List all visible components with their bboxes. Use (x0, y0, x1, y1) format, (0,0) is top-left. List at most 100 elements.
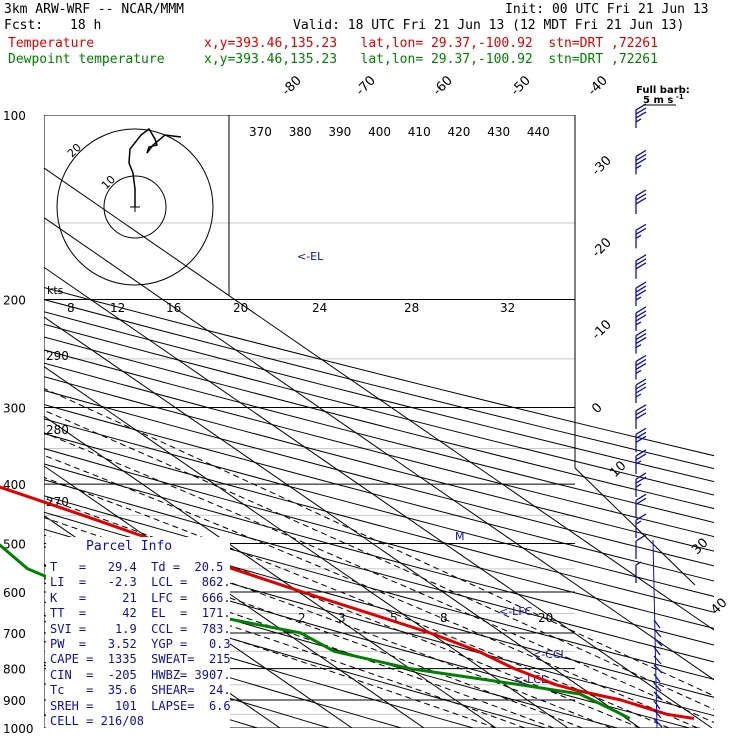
wind-barb-half (635, 344, 642, 349)
wind-barb (635, 449, 647, 474)
hodograph-speed-label: 32 (500, 301, 515, 315)
dry-adiabat-460 (44, 311, 714, 483)
wind-barb-flag (635, 386, 647, 394)
hodograph-speed-label: 24 (312, 301, 327, 315)
wind-barb (635, 561, 642, 583)
wind-barb-flag (635, 254, 647, 262)
dry-adiabat-360 (44, 448, 714, 629)
theta-e-label: 410 (408, 125, 431, 139)
wind-barb-flag (635, 408, 647, 416)
wind-barb-flag (635, 262, 647, 270)
wind-barb-flag (635, 431, 647, 439)
wind-barb-flag (635, 281, 647, 289)
wind-barb-flag (635, 153, 647, 161)
parcel-row: SREH = 101 LAPSE= 6.6 (50, 699, 231, 713)
forecast-label: Fcst: (4, 18, 44, 33)
wind-barb-half (635, 369, 642, 374)
theta-e-label: 390 (328, 125, 351, 139)
pressure-label-200: 200 (3, 294, 26, 308)
dry-adiabat-340 (44, 479, 714, 663)
wind-barb-flag (635, 258, 647, 266)
dry-adiabat-380 (44, 418, 714, 597)
isotherm-50 (44, 167, 714, 631)
wind-barb-flag (635, 189, 647, 197)
wind-barb-half (635, 460, 642, 465)
wind-barb (635, 493, 647, 519)
dewpoint-profile (0, 543, 631, 720)
wind-barb-half (635, 561, 642, 566)
pressure-label-600: 600 (3, 586, 26, 600)
pressure-label-500: 500 (3, 537, 26, 551)
pressure-label-900: 900 (3, 694, 26, 708)
dry-adiabat-480 (44, 286, 714, 457)
hodograph-ring-label: 20 (65, 141, 84, 160)
mixing-ratio-label: 5 (390, 611, 398, 625)
wind-barb (635, 281, 647, 307)
mixing-ratio-label: 3 (338, 611, 346, 625)
parcel-row: CAPE = 1335 SWEAT= 215 (50, 652, 231, 666)
wind-barb-flag (635, 227, 647, 235)
hodograph-ring-10 (103, 175, 167, 239)
ccl-marker: <-CCL (532, 648, 568, 661)
moist-adiabat-32 (44, 432, 714, 724)
wind-barb (635, 378, 647, 404)
dry-adiabat-470 (44, 299, 714, 470)
isotherm-30 (44, 266, 713, 728)
moist-adiabat-grid (44, 387, 714, 728)
dry-adiabat-330 (44, 495, 714, 680)
pressure-label-100: 100 (3, 109, 26, 123)
isotherm-10 (44, 366, 569, 728)
wind-barb-flag (635, 354, 647, 362)
parcel-row: Tc = 35.6 SHEAR= 24. (50, 683, 231, 697)
wind-barb (635, 427, 647, 453)
wind-barb-half (635, 234, 642, 239)
wind-barb (635, 223, 647, 249)
parcel-row: TT = 42 EL = 171. (50, 606, 231, 620)
valid-time: Valid: 18 UTC Fri 21 Jun 13 (12 MDT Fri … (293, 18, 685, 33)
moist-adiabat-40 (44, 387, 714, 697)
wind-barb-flag (635, 197, 647, 205)
wind-barb (635, 472, 647, 498)
isotherm-20 (44, 316, 641, 728)
wind-barb-lowlevel (653, 691, 663, 701)
dewpoint-location: x,y=393.46,135.23 lat,lon= 29.37,-100.92… (204, 52, 658, 67)
wind-profile-staff (652, 539, 658, 729)
dry-adiabat-350 (44, 463, 714, 646)
isotherm-label: -50 (508, 73, 534, 99)
wind-barb-lowlevel (653, 673, 661, 683)
hodograph-unit-label: kts (47, 284, 64, 297)
moist-adiabat-4 (44, 564, 525, 728)
moist-adiabat-12 (44, 534, 583, 728)
wind-barb (635, 329, 647, 354)
wind-barb (635, 354, 647, 380)
hodograph-speed-label: 28 (404, 301, 419, 315)
wind-barb-flag (635, 358, 647, 366)
wind-barb-flag (635, 382, 647, 390)
wind-barb-flag (635, 333, 647, 341)
parcel-row: LI = -2.3 LCL = 862. (50, 575, 231, 589)
wind-barb-flag (635, 453, 647, 461)
parcel-row: CIN = -205 HWBZ= 3907. (50, 668, 231, 682)
hodograph-ring-20 (56, 128, 214, 286)
isotherm-label: -10 (589, 317, 615, 343)
wind-barbs (635, 103, 663, 729)
hodograph-speed-label: 20 (233, 301, 248, 315)
wind-barb-flag (635, 412, 647, 420)
chart-right-frame (574, 467, 696, 586)
temperature-location: x,y=393.46,135.23 lat,lon= 29.37,-100.92… (204, 36, 658, 51)
isotherm-label: -80 (279, 73, 305, 99)
isotherm-label: -20 (589, 235, 615, 261)
isotherm-label: -70 (353, 73, 379, 99)
wind-barb-flag (635, 378, 647, 386)
wind-barb-flag (635, 149, 647, 157)
wind-barb (635, 189, 647, 214)
mixing-marker: M (455, 530, 465, 543)
parcel-info-title: Parcel Info (86, 539, 173, 554)
hodograph-speed-label: 16 (166, 301, 181, 315)
theta-e-label: 380 (289, 125, 312, 139)
wind-barb-flag (635, 111, 647, 119)
dry-adiabat-440 (44, 336, 714, 510)
dry-adiabat-320 (44, 511, 714, 698)
lcl-marker: <-LCL (514, 673, 548, 686)
